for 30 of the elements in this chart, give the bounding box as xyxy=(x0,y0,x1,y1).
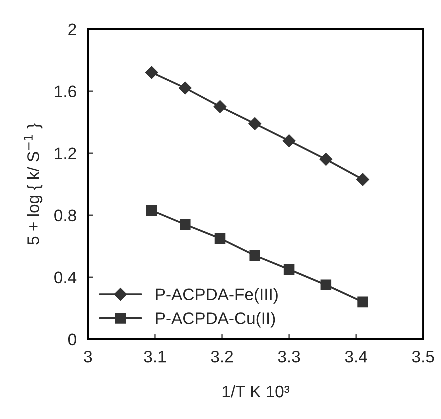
point xyxy=(145,66,158,80)
point xyxy=(284,264,295,276)
point xyxy=(282,134,296,148)
point xyxy=(146,205,158,216)
legend-label: P-ACPDA-Fe(III) xyxy=(156,288,278,304)
x-tick-label: 3.3 xyxy=(278,350,300,363)
x-tick-label: 3.5 xyxy=(412,350,434,363)
x-tick-label: 3.1 xyxy=(144,350,166,363)
point xyxy=(214,233,226,244)
point xyxy=(356,173,370,186)
x-axis-title: 1/T K 10³ xyxy=(222,385,290,398)
x-tick-label: 3 xyxy=(84,350,92,363)
y-axis-title: 5 + log { k/ S$^{−1}$ } xyxy=(24,124,43,245)
point xyxy=(248,117,262,130)
point xyxy=(180,219,191,230)
legend-label: P-ACPDA-Cu(II) xyxy=(156,312,276,328)
y-tick-label: 1.2 xyxy=(55,148,76,160)
point xyxy=(178,82,192,95)
x-tick-label: 3.4 xyxy=(345,350,368,363)
y-tick-label: 1.6 xyxy=(55,86,76,98)
point xyxy=(250,250,260,262)
y-tick-label: 2 xyxy=(68,24,76,36)
x-tick-label: 3.2 xyxy=(211,350,234,363)
point xyxy=(214,100,227,114)
y-tick-label: 0.8 xyxy=(54,210,76,222)
point xyxy=(358,296,368,308)
point xyxy=(320,153,333,166)
y-tick-label: 0.4 xyxy=(54,272,77,284)
y-tick-label: 0 xyxy=(68,334,76,346)
point xyxy=(320,280,332,291)
